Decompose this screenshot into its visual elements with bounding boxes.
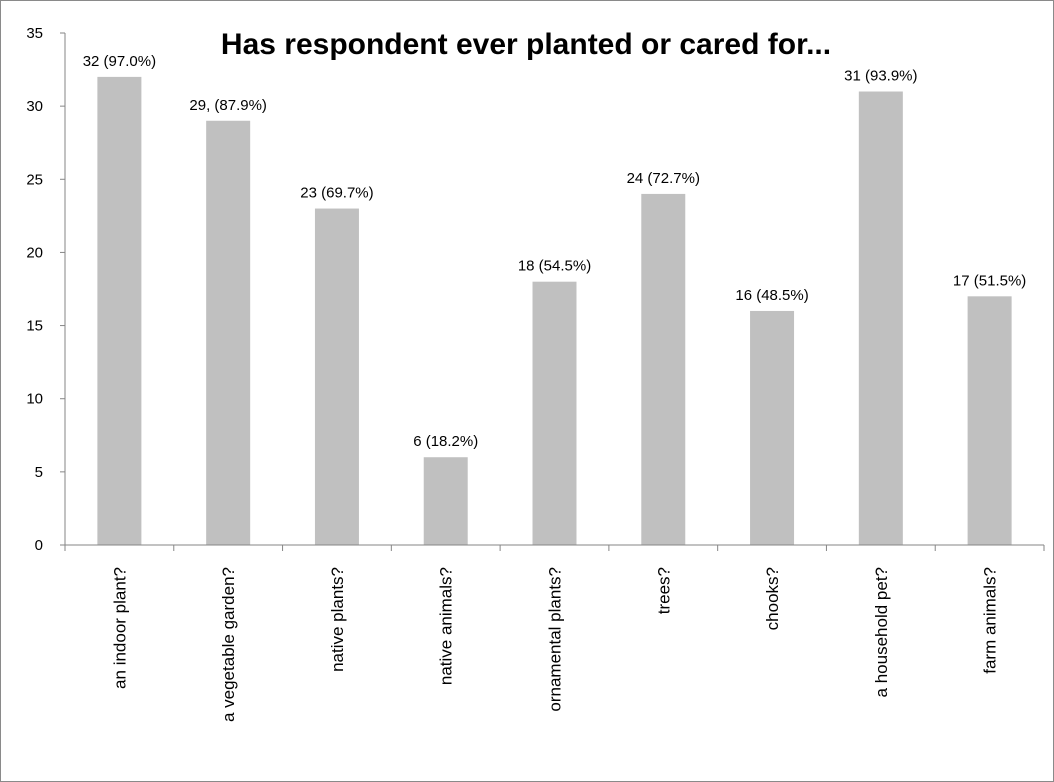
- data-label: 29, (87.9%): [189, 97, 267, 114]
- bar: [858, 91, 903, 545]
- category-label: native animals?: [437, 567, 456, 685]
- bar: [206, 120, 251, 546]
- y-tick-label: 30: [26, 98, 43, 115]
- category-label: native plants?: [328, 567, 347, 672]
- category-label: trees?: [654, 567, 673, 614]
- data-label: 6 (18.2%): [413, 433, 478, 450]
- bar: [750, 310, 795, 545]
- y-tick-label: 5: [35, 464, 43, 481]
- category-label: ornamental plants?: [546, 567, 565, 712]
- category-label: chooks?: [763, 567, 782, 630]
- data-label: 32 (97.0%): [83, 53, 156, 70]
- chart-title: Has respondent ever planted or cared for…: [221, 28, 831, 61]
- data-label: 31 (93.9%): [844, 68, 917, 85]
- bar: [641, 193, 686, 545]
- y-tick-label: 0: [35, 537, 43, 554]
- bar: [967, 296, 1012, 545]
- bar: [423, 457, 468, 545]
- bar: [97, 76, 142, 545]
- y-tick-label: 10: [26, 391, 43, 408]
- category-label: a household pet?: [872, 567, 891, 697]
- category-label: an indoor plant?: [110, 567, 129, 689]
- y-tick-label: 35: [26, 25, 43, 42]
- data-label: 16 (48.5%): [735, 287, 808, 304]
- data-label: 17 (51.5%): [953, 272, 1026, 289]
- bar-series: 32 (97.0%) 29, (87.9%) 23 (69.7%) 6 (18.2%)…: [83, 53, 1026, 546]
- bar: [532, 281, 577, 545]
- category-label: farm animals?: [981, 567, 1000, 674]
- data-label: 23 (69.7%): [300, 185, 373, 202]
- y-tick-label: 15: [26, 318, 43, 335]
- y-tick-label: 25: [26, 171, 43, 188]
- y-axis: 0 5 10 15 20 25 30 35: [26, 25, 66, 554]
- category-label: a vegetable garden?: [219, 567, 238, 722]
- x-axis: an indoor plant? a vegetable garden? nativ…: [64, 544, 1045, 722]
- y-tick-label: 20: [26, 244, 43, 261]
- bar: [314, 208, 359, 546]
- data-label: 18 (54.5%): [518, 258, 591, 275]
- data-label: 24 (72.7%): [627, 170, 700, 187]
